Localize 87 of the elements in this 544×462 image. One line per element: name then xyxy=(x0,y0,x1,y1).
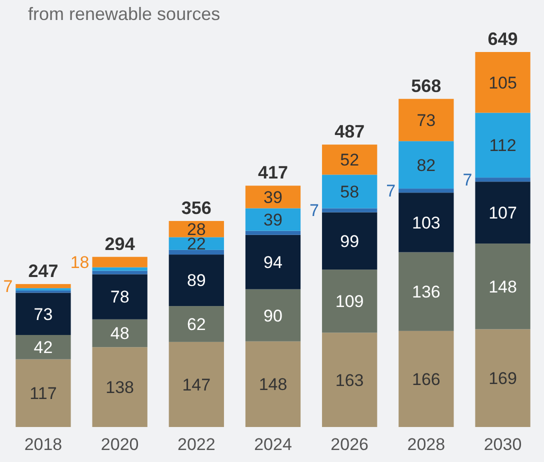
data-label: 22 xyxy=(186,234,206,254)
bar xyxy=(322,144,378,175)
data-label: 42 xyxy=(34,338,53,358)
data-label: 82 xyxy=(416,156,436,175)
chart-subtitle: from renewable sources xyxy=(28,4,220,24)
x-tick-label: 2024 xyxy=(254,435,292,454)
bar xyxy=(398,330,454,427)
data-label: 7 xyxy=(386,182,396,201)
data-label: 105 xyxy=(488,73,517,92)
data-label: 7 xyxy=(462,170,472,190)
bar xyxy=(322,208,378,212)
total-label: 417 xyxy=(258,162,288,183)
bar xyxy=(322,212,378,270)
data-label: 39 xyxy=(264,188,282,207)
bar xyxy=(245,289,301,342)
bar xyxy=(92,274,148,320)
data-label: 48 xyxy=(110,324,130,344)
bar xyxy=(16,359,71,427)
data-label: 169 xyxy=(488,369,517,388)
total-label: 356 xyxy=(181,198,212,218)
data-label: 107 xyxy=(488,204,517,223)
data-label: 7 xyxy=(310,201,320,220)
bar xyxy=(398,192,454,252)
data-label: 117 xyxy=(30,384,57,404)
bar xyxy=(168,254,224,306)
bar xyxy=(322,174,378,208)
x-tick-label: 2030 xyxy=(484,435,522,454)
data-label: 62 xyxy=(186,314,206,334)
x-tick-label: 2022 xyxy=(177,435,216,454)
bar xyxy=(168,250,224,255)
x-tick-label: 2028 xyxy=(407,435,446,454)
bar xyxy=(245,208,301,231)
bar xyxy=(398,98,454,142)
bar xyxy=(398,141,454,189)
bar xyxy=(16,292,71,335)
data-label: 148 xyxy=(488,277,517,296)
bar xyxy=(245,234,301,290)
x-tick-label: 2020 xyxy=(100,435,139,454)
bar xyxy=(92,256,148,268)
bar xyxy=(475,244,530,330)
data-label: 99 xyxy=(340,232,360,251)
bar xyxy=(475,182,530,244)
bar xyxy=(322,332,378,427)
bar xyxy=(92,267,148,271)
bar xyxy=(475,329,530,427)
data-label: 90 xyxy=(264,306,282,326)
data-label: 18 xyxy=(70,253,90,272)
bar xyxy=(168,342,224,427)
x-tick-label: 2026 xyxy=(330,435,369,454)
data-label: 94 xyxy=(264,253,282,272)
bar xyxy=(16,284,71,288)
bar xyxy=(398,188,454,193)
total-label: 294 xyxy=(104,234,135,254)
data-label: 147 xyxy=(182,375,211,394)
bar xyxy=(475,178,530,182)
data-label: 39 xyxy=(264,210,282,230)
bar xyxy=(92,319,148,348)
data-label: 103 xyxy=(412,213,440,232)
data-label: 138 xyxy=(106,378,134,398)
bar xyxy=(168,306,224,342)
data-label: 166 xyxy=(412,370,440,389)
x-tick-label: 2018 xyxy=(24,435,62,454)
data-label: 58 xyxy=(340,182,360,202)
data-label: 7 xyxy=(3,277,13,296)
data-label: 89 xyxy=(186,271,206,290)
bar xyxy=(475,52,530,113)
total-label: 247 xyxy=(28,261,58,282)
data-label: 73 xyxy=(34,304,53,324)
bar xyxy=(245,341,301,427)
data-label: 136 xyxy=(412,282,440,302)
bar xyxy=(475,112,530,178)
data-label: 112 xyxy=(489,136,516,156)
bar xyxy=(92,347,148,427)
bar xyxy=(322,270,378,333)
bar xyxy=(16,334,71,360)
total-label: 568 xyxy=(411,76,442,96)
data-label: 78 xyxy=(110,288,130,307)
data-label: 73 xyxy=(416,110,436,130)
data-label: 148 xyxy=(258,375,288,394)
bar xyxy=(245,230,301,235)
total-label: 649 xyxy=(488,29,518,49)
bar xyxy=(398,252,454,331)
total-label: 487 xyxy=(334,122,365,142)
data-label: 109 xyxy=(335,292,364,312)
bar xyxy=(245,186,301,208)
data-label: 163 xyxy=(335,370,364,390)
data-label: 52 xyxy=(340,150,360,170)
